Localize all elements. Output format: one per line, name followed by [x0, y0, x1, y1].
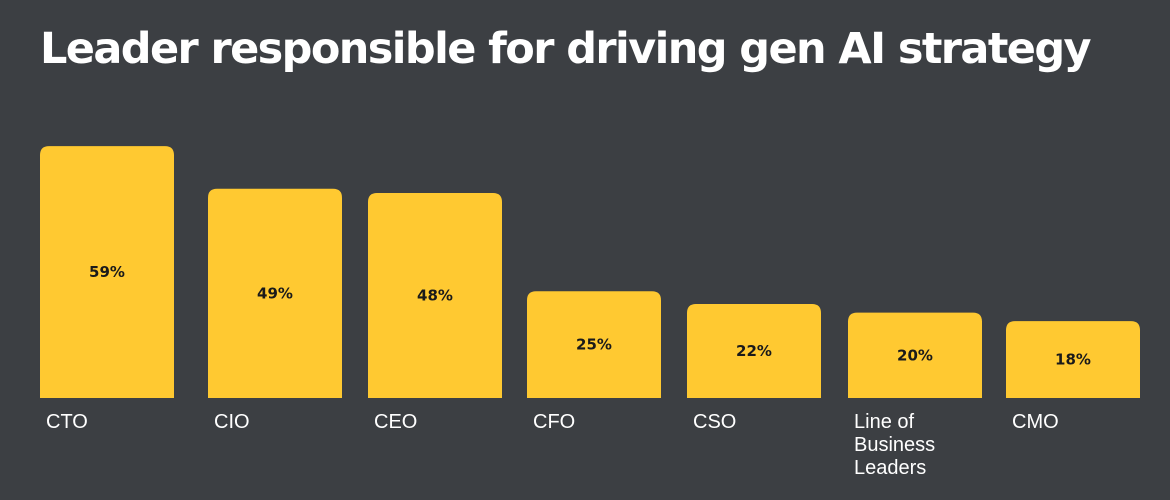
- category-label-line: Line of: [854, 411, 914, 433]
- bar-line-of-business-leaders: [848, 312, 982, 398]
- value-label-cso: 22%: [736, 342, 772, 360]
- category-label-line: Leaders: [854, 457, 926, 479]
- value-label-ceo: 48%: [417, 287, 453, 305]
- value-label-cfo: 25%: [576, 336, 612, 354]
- category-label-cmo: CMO: [1012, 411, 1059, 433]
- category-label-line: CMO: [1012, 411, 1059, 433]
- value-label-cio: 49%: [257, 284, 293, 302]
- category-label-cio: CIO: [214, 411, 250, 433]
- bar-cfo: [527, 291, 661, 398]
- category-label-ceo: CEO: [374, 411, 417, 433]
- value-label-cto: 59%: [89, 263, 125, 281]
- category-label-cfo: CFO: [533, 411, 575, 433]
- bar-cmo: [1006, 321, 1140, 398]
- chart-title: Leader responsible for driving gen AI st…: [40, 24, 1092, 74]
- category-label-line: CSO: [693, 411, 736, 433]
- bar-cto: [40, 146, 174, 398]
- category-label-line: CFO: [533, 411, 575, 433]
- bar-cso: [687, 304, 821, 398]
- category-label-line: CIO: [214, 411, 250, 433]
- category-label-line: CTO: [46, 411, 88, 433]
- value-label-line-of-business-leaders: 20%: [897, 346, 933, 364]
- category-label-line: CEO: [374, 411, 417, 433]
- category-label-cso: CSO: [693, 411, 736, 433]
- bar-cio: [208, 188, 342, 398]
- category-label-cto: CTO: [46, 411, 88, 433]
- value-label-cmo: 18%: [1055, 351, 1091, 369]
- category-label-line-of-business-leaders: Line of Business Leaders: [854, 411, 935, 479]
- category-label-line: Business: [854, 434, 935, 456]
- bar-ceo: [368, 193, 502, 398]
